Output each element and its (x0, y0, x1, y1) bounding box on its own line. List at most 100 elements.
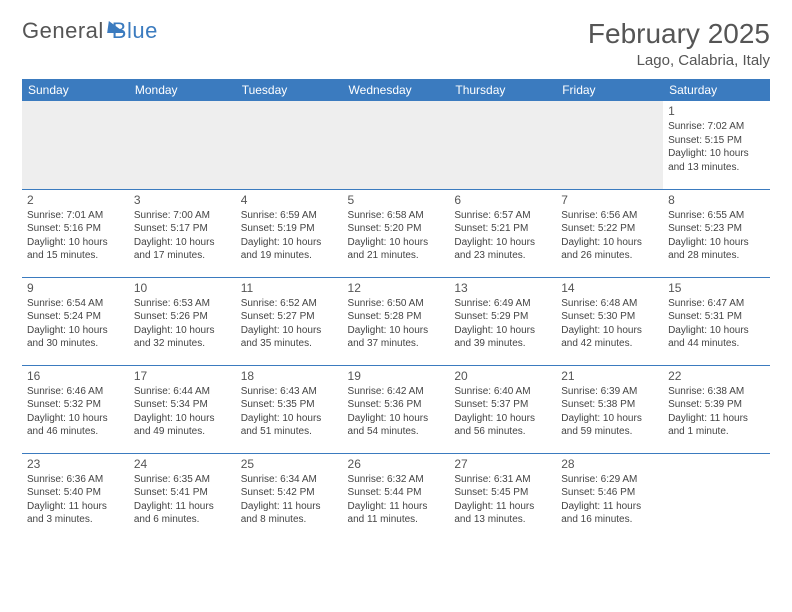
sunrise-line: Sunrise: 7:01 AM (27, 209, 124, 223)
sunrise-line: Sunrise: 6:48 AM (561, 297, 658, 311)
sunset-line: Sunset: 5:31 PM (668, 310, 765, 324)
sunset-line: Sunset: 5:34 PM (134, 398, 231, 412)
day-number: 21 (561, 369, 658, 383)
calendar-week-row: 16 Sunrise: 6:46 AMSunset: 5:32 PM Dayligh… (22, 365, 770, 453)
calendar-day-cell: 10Sunrise: 6:53 AMSunset: 5:26 PMDayligh… (129, 277, 236, 365)
sunrise-line: Sunrise: 6:53 AM (134, 297, 231, 311)
calendar-week-row: 23Sunrise: 6:36 AMSunset: 5:40 PMDayligh… (22, 453, 770, 541)
day-number: 23 (27, 457, 124, 471)
day-number: 27 (454, 457, 551, 471)
sunrise-line: Sunrise: 6:36 AM (27, 473, 124, 487)
calendar-day-cell: 20Sunrise: 6:40 AMSunset: 5:37 PMDayligh… (449, 365, 556, 453)
calendar-day-cell (22, 101, 129, 189)
weekday-header-row: Sunday Monday Tuesday Wednesday Thursday… (22, 79, 770, 101)
daylight-line: Daylight: 10 hours and 59 minutes. (561, 412, 658, 439)
sunset-line: Sunset: 5:44 PM (348, 486, 445, 500)
calendar-day-cell: 23 Sunrise: 6:36 AMSunset: 5:40 PMDayligh… (22, 453, 129, 541)
sunset-line: Sunset: 5:35 PM (241, 398, 338, 412)
sunset-line: Sunset: 5:23 PM (668, 222, 765, 236)
day-number: 16 (27, 369, 124, 383)
day-number: 7 (561, 193, 658, 207)
daylight-line: Daylight: 10 hours and 21 minutes. (348, 236, 445, 263)
sunset-line: Sunset: 5:20 PM (348, 222, 445, 236)
sunset-line: Sunset: 5:27 PM (241, 310, 338, 324)
sunset-line: Sunset: 5:15 PM (668, 134, 765, 148)
weekday-header: Wednesday (343, 79, 450, 101)
day-number: 6 (454, 193, 551, 207)
day-number: 17 (134, 369, 231, 383)
day-number: 9 (27, 281, 124, 295)
calendar-day-cell: 4Sunrise: 6:59 AMSunset: 5:19 PMDaylight… (236, 189, 343, 277)
sunset-line: Sunset: 5:28 PM (348, 310, 445, 324)
sunrise-line: Sunrise: 6:55 AM (668, 209, 765, 223)
daylight-line: Daylight: 11 hours and 1 minute. (668, 412, 765, 439)
sunset-line: Sunset: 5:46 PM (561, 486, 658, 500)
daylight-line: Daylight: 10 hours and 44 minutes. (668, 324, 765, 351)
sunrise-line: Sunrise: 6:50 AM (348, 297, 445, 311)
sunrise-line: Sunrise: 6:44 AM (134, 385, 231, 399)
calendar-day-cell: 26Sunrise: 6:32 AMSunset: 5:44 PMDayligh… (343, 453, 450, 541)
calendar-day-cell (556, 101, 663, 189)
sunrise-line: Sunrise: 6:29 AM (561, 473, 658, 487)
day-number: 3 (134, 193, 231, 207)
daylight-line: Daylight: 10 hours and 30 minutes. (27, 324, 124, 351)
weekday-header: Sunday (22, 79, 129, 101)
weekday-header: Saturday (663, 79, 770, 101)
sunset-line: Sunset: 5:40 PM (27, 486, 124, 500)
daylight-line: Daylight: 10 hours and 42 minutes. (561, 324, 658, 351)
sunrise-line: Sunrise: 6:32 AM (348, 473, 445, 487)
daylight-line: Daylight: 10 hours and 39 minutes. (454, 324, 551, 351)
day-number: 10 (134, 281, 231, 295)
calendar-day-cell: 19Sunrise: 6:42 AMSunset: 5:36 PMDayligh… (343, 365, 450, 453)
daylight-line: Daylight: 10 hours and 17 minutes. (134, 236, 231, 263)
calendar-day-cell: 17Sunrise: 6:44 AMSunset: 5:34 PMDayligh… (129, 365, 236, 453)
day-number: 11 (241, 281, 338, 295)
day-number: 19 (348, 369, 445, 383)
calendar-table: Sunday Monday Tuesday Wednesday Thursday… (22, 79, 770, 541)
sunrise-line: Sunrise: 6:46 AM (27, 385, 124, 399)
weekday-header: Friday (556, 79, 663, 101)
day-number: 24 (134, 457, 231, 471)
day-number: 22 (668, 369, 765, 383)
daylight-line: Daylight: 10 hours and 56 minutes. (454, 412, 551, 439)
sunset-line: Sunset: 5:32 PM (27, 398, 124, 412)
calendar-week-row: 9Sunrise: 6:54 AMSunset: 5:24 PMDaylight… (22, 277, 770, 365)
calendar-day-cell: 28Sunrise: 6:29 AMSunset: 5:46 PMDayligh… (556, 453, 663, 541)
calendar-day-cell: 22Sunrise: 6:38 AMSunset: 5:39 PMDayligh… (663, 365, 770, 453)
sunrise-line: Sunrise: 6:56 AM (561, 209, 658, 223)
day-number: 20 (454, 369, 551, 383)
calendar-day-cell: 7Sunrise: 6:56 AMSunset: 5:22 PMDaylight… (556, 189, 663, 277)
calendar-week-row: 2Sunrise: 7:01 AMSunset: 5:16 PMDaylight… (22, 189, 770, 277)
calendar-day-cell (129, 101, 236, 189)
location-subtitle: Lago, Calabria, Italy (588, 52, 770, 69)
sunset-line: Sunset: 5:38 PM (561, 398, 658, 412)
sunrise-line: Sunrise: 6:34 AM (241, 473, 338, 487)
sunrise-line: Sunrise: 6:57 AM (454, 209, 551, 223)
calendar-day-cell: 14Sunrise: 6:48 AMSunset: 5:30 PMDayligh… (556, 277, 663, 365)
daylight-line: Daylight: 11 hours and 8 minutes. (241, 500, 338, 527)
day-number: 13 (454, 281, 551, 295)
sunset-line: Sunset: 5:36 PM (348, 398, 445, 412)
calendar-day-cell: 11Sunrise: 6:52 AMSunset: 5:27 PMDayligh… (236, 277, 343, 365)
calendar-day-cell: 2Sunrise: 7:01 AMSunset: 5:16 PMDaylight… (22, 189, 129, 277)
calendar-day-cell: 24Sunrise: 6:35 AMSunset: 5:41 PMDayligh… (129, 453, 236, 541)
sunrise-line: Sunrise: 7:00 AM (134, 209, 231, 223)
daylight-line: Daylight: 10 hours and 15 minutes. (27, 236, 124, 263)
daylight-line: Daylight: 11 hours and 16 minutes. (561, 500, 658, 527)
calendar-day-cell: 15Sunrise: 6:47 AMSunset: 5:31 PMDayligh… (663, 277, 770, 365)
calendar-day-cell: 9Sunrise: 6:54 AMSunset: 5:24 PMDaylight… (22, 277, 129, 365)
day-number: 2 (27, 193, 124, 207)
sunset-line: Sunset: 5:29 PM (454, 310, 551, 324)
daylight-line: Daylight: 10 hours and 37 minutes. (348, 324, 445, 351)
calendar-day-cell: 21Sunrise: 6:39 AMSunset: 5:38 PMDayligh… (556, 365, 663, 453)
daylight-line: Daylight: 11 hours and 3 minutes. (27, 500, 124, 527)
day-number: 8 (668, 193, 765, 207)
daylight-line: Daylight: 10 hours and 35 minutes. (241, 324, 338, 351)
day-number: 4 (241, 193, 338, 207)
calendar-day-cell: 13Sunrise: 6:49 AMSunset: 5:29 PMDayligh… (449, 277, 556, 365)
daylight-line: Daylight: 10 hours and 23 minutes. (454, 236, 551, 263)
sunset-line: Sunset: 5:45 PM (454, 486, 551, 500)
sunrise-line: Sunrise: 6:42 AM (348, 385, 445, 399)
sunset-line: Sunset: 5:30 PM (561, 310, 658, 324)
sunset-line: Sunset: 5:26 PM (134, 310, 231, 324)
